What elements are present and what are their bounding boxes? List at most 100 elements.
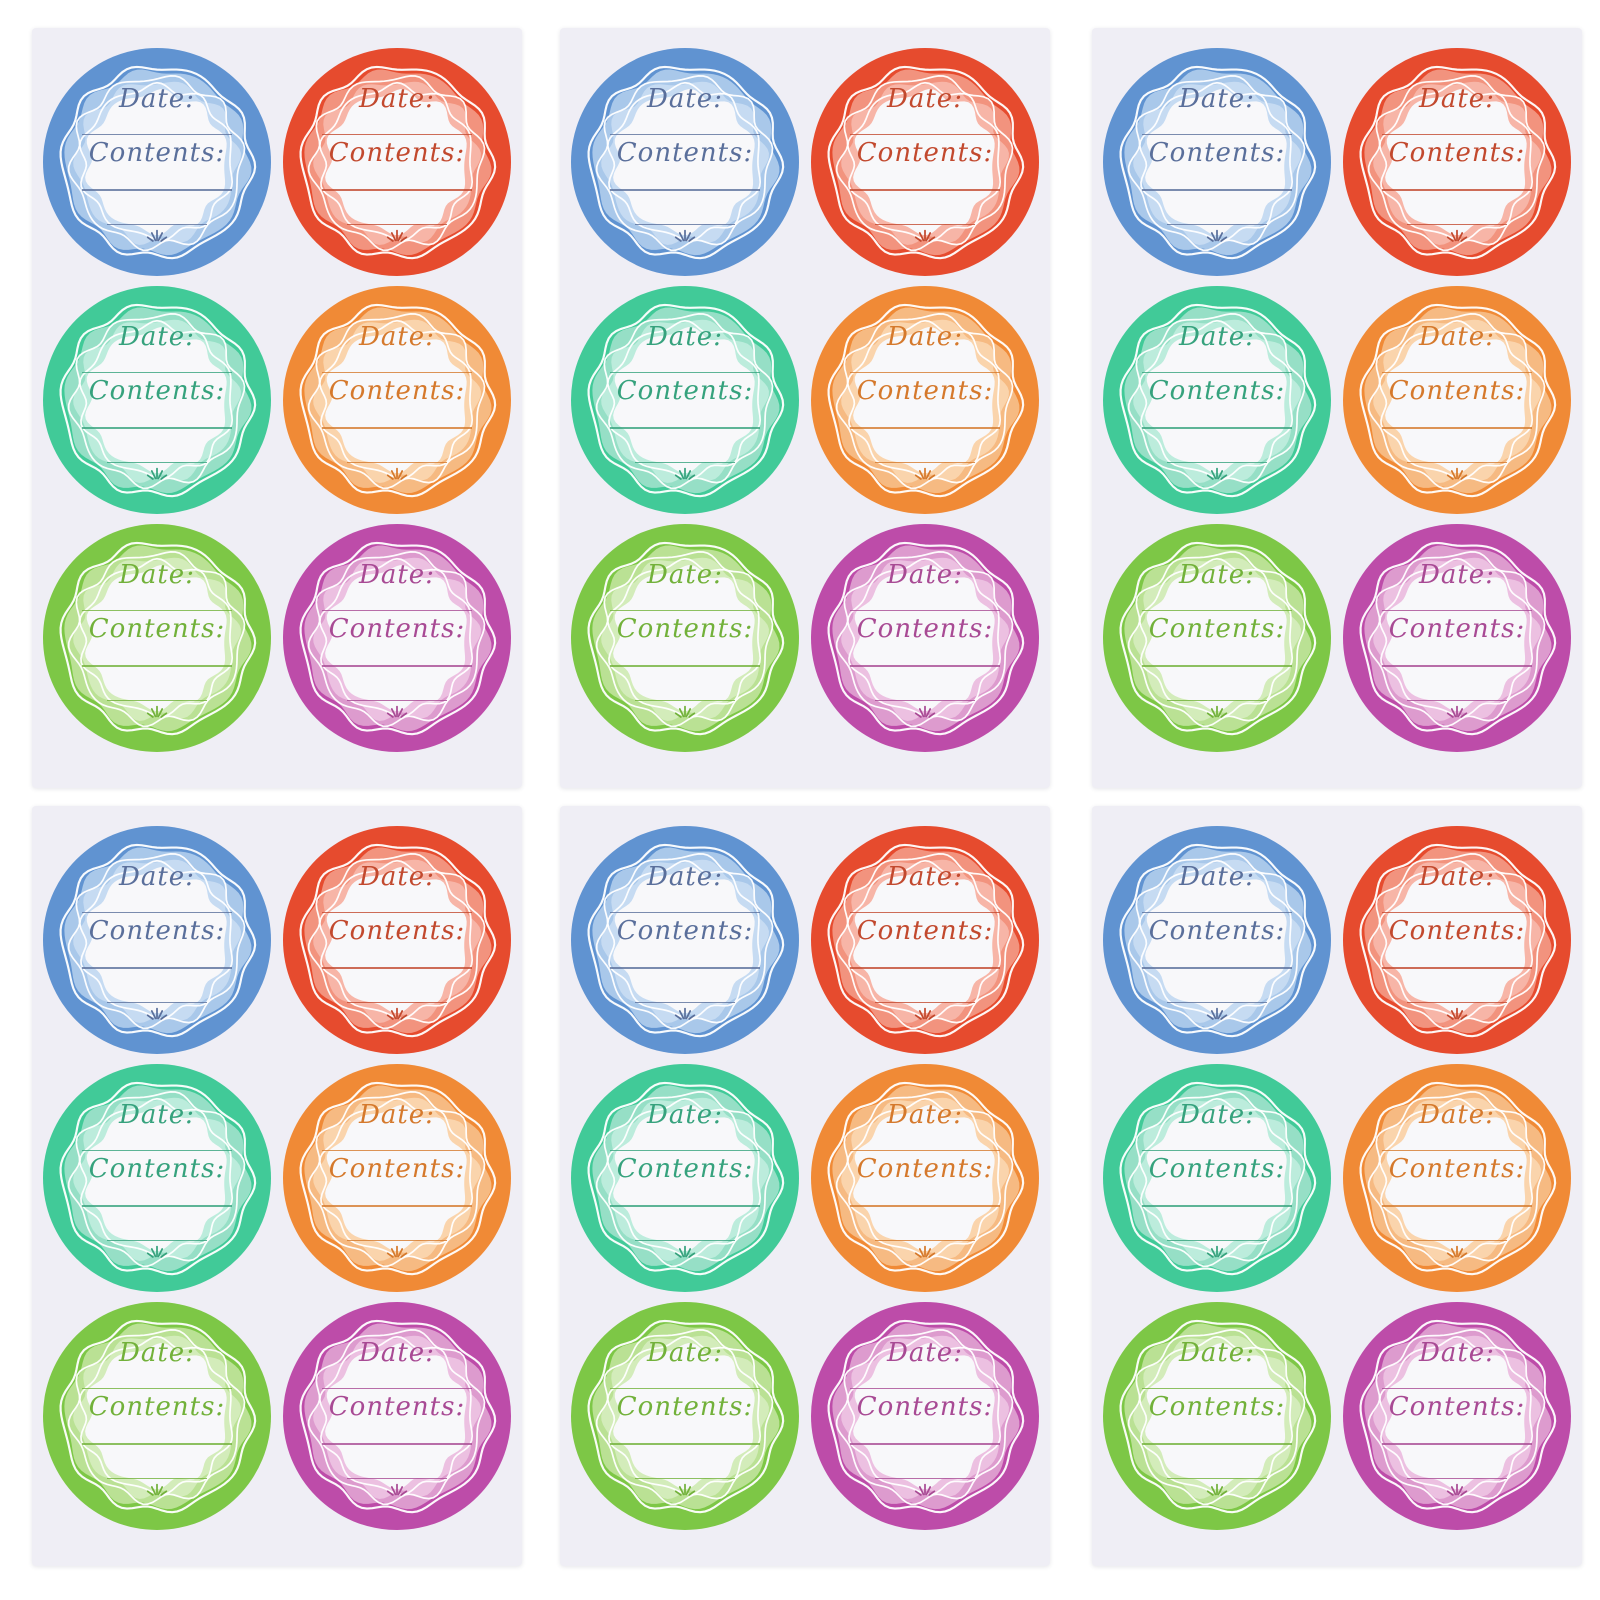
jar-label-green: Date: Contents: xyxy=(43,524,271,752)
wavy-line-inner xyxy=(1378,859,1534,1020)
wavy-line-inner xyxy=(846,1097,1002,1258)
wavy-line-inner xyxy=(318,1097,474,1258)
date-write-line xyxy=(609,911,761,914)
label-ring-decoration xyxy=(1343,524,1571,752)
contents-write-line-1 xyxy=(321,967,473,969)
contents-write-line-1 xyxy=(609,967,761,969)
date-label: Date: xyxy=(647,861,723,892)
label-face: Date: Contents: xyxy=(1103,1064,1331,1292)
date-write-line xyxy=(1381,1387,1533,1390)
date-write-line xyxy=(849,609,1001,612)
contents-write-line-1 xyxy=(321,189,473,191)
label-center-disc xyxy=(853,326,995,474)
date-write-line xyxy=(849,371,1001,374)
wavy-line-outer xyxy=(1359,541,1557,736)
sticker-sheet-top-left: Date: Contents: xyxy=(32,28,522,788)
jar-label-teal: Date: Contents: xyxy=(571,1064,799,1292)
date-write-line xyxy=(1381,911,1533,914)
wavy-line-inner xyxy=(1138,557,1294,718)
sprout-flourish-icon xyxy=(146,705,168,718)
label-center-disc xyxy=(325,326,467,474)
label-face: Date: Contents: xyxy=(1103,286,1331,514)
date-label: Date: xyxy=(887,559,963,590)
contents-write-line-1 xyxy=(1141,427,1293,429)
wavy-line-outer xyxy=(299,303,497,498)
wavy-line-inner xyxy=(606,1335,762,1496)
contents-write-line-1 xyxy=(321,665,473,667)
sprout-flourish-icon xyxy=(914,1245,936,1258)
contents-write-line-1 xyxy=(849,427,1001,429)
label-face: Date: Contents: xyxy=(43,286,271,514)
wavy-line-inner xyxy=(318,859,474,1020)
date-label: Date: xyxy=(1179,1099,1255,1130)
date-label: Date: xyxy=(887,1337,963,1368)
contents-write-line-1 xyxy=(81,1443,233,1445)
contents-write-line-1 xyxy=(1141,1443,1293,1445)
contents-label: Contents: xyxy=(1148,1392,1286,1423)
date-write-line xyxy=(321,133,473,136)
date-write-line xyxy=(81,133,233,136)
wavy-line-outer xyxy=(299,1319,497,1514)
contents-write-line-1 xyxy=(1381,665,1533,667)
label-face: Date: Contents: xyxy=(43,48,271,276)
label-face: Date: Contents: xyxy=(571,286,799,514)
contents-label: Contents: xyxy=(856,1392,994,1423)
sprout-flourish-icon xyxy=(1206,1007,1228,1020)
contents-write-line-1 xyxy=(849,189,1001,191)
date-label: Date: xyxy=(1419,83,1495,114)
wavy-line-outer xyxy=(1119,1081,1317,1276)
label-center-disc xyxy=(853,866,995,1014)
label-face: Date: Contents: xyxy=(571,826,799,1054)
label-center-disc xyxy=(1385,326,1527,474)
label-ring-decoration xyxy=(1343,1302,1571,1530)
contents-write-line-2 xyxy=(346,699,448,702)
sprout-flourish-icon xyxy=(914,1007,936,1020)
label-center-disc xyxy=(613,564,755,712)
jar-label-teal: Date: Contents: xyxy=(43,286,271,514)
jar-label-blue: Date: Contents: xyxy=(43,826,271,1054)
label-face: Date: Contents: xyxy=(1343,48,1571,276)
jar-label-magenta: Date: Contents: xyxy=(283,1302,511,1530)
jar-label-green: Date: Contents: xyxy=(43,1302,271,1530)
sprout-flourish-icon xyxy=(1446,705,1468,718)
contents-write-line-1 xyxy=(1141,1205,1293,1207)
sprout-flourish-icon xyxy=(146,467,168,480)
date-label: Date: xyxy=(647,559,723,590)
label-center-disc xyxy=(613,866,755,1014)
sticker-sheet-bottom-center: Date: Contents: xyxy=(560,806,1050,1566)
contents-write-line-2 xyxy=(634,461,736,464)
wavy-line-inner xyxy=(318,557,474,718)
date-write-line xyxy=(609,371,761,374)
contents-label: Contents: xyxy=(616,916,754,947)
label-face: Date: Contents: xyxy=(811,48,1039,276)
wavy-line-inner xyxy=(318,319,474,480)
label-ring-decoration xyxy=(283,1302,511,1530)
contents-label: Contents: xyxy=(1388,614,1526,645)
label-ring-decoration xyxy=(283,48,511,276)
wavy-line-outer xyxy=(1359,65,1557,260)
date-write-line xyxy=(609,609,761,612)
label-ring-decoration xyxy=(571,286,799,514)
label-face: Date: Contents: xyxy=(1343,826,1571,1054)
date-write-line xyxy=(609,1149,761,1152)
contents-write-line-1 xyxy=(81,1205,233,1207)
contents-label: Contents: xyxy=(1388,1154,1526,1185)
sticker-sheet-bottom-left: Date: Contents: xyxy=(32,806,522,1566)
label-face: Date: Contents: xyxy=(43,1064,271,1292)
jar-label-red: Date: Contents: xyxy=(811,826,1039,1054)
date-write-line xyxy=(321,1387,473,1390)
contents-write-line-2 xyxy=(1406,461,1508,464)
contents-write-line-2 xyxy=(1406,1239,1508,1242)
date-write-line xyxy=(1141,371,1293,374)
wavy-line-outer xyxy=(587,541,785,736)
wavy-line-inner xyxy=(78,859,234,1020)
sheet-label-grid: Date: Contents: xyxy=(32,806,522,1550)
jar-label-orange: Date: Contents: xyxy=(811,1064,1039,1292)
sprout-flourish-icon xyxy=(914,1483,936,1496)
sprout-flourish-icon xyxy=(1206,229,1228,242)
contents-write-line-1 xyxy=(609,1443,761,1445)
label-center-disc xyxy=(1145,88,1287,236)
label-ring-decoration xyxy=(571,48,799,276)
label-center-disc xyxy=(853,1342,995,1490)
wavy-line-inner xyxy=(78,81,234,242)
